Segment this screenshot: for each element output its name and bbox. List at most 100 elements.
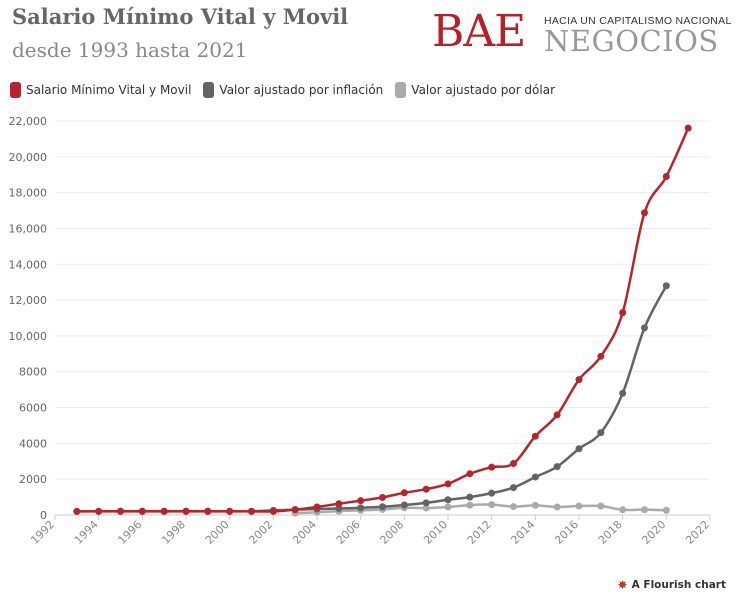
y-tick-label: 20,000 xyxy=(9,151,48,164)
x-tick-label: 2002 xyxy=(246,518,275,547)
data-point-series-1 xyxy=(466,493,474,501)
data-point-series-0 xyxy=(510,460,517,468)
data-point-series-2 xyxy=(575,502,583,510)
data-point-series-1 xyxy=(553,463,561,471)
data-point-series-2 xyxy=(510,503,517,511)
data-point-series-1 xyxy=(488,489,496,497)
logo-main-text: BAE xyxy=(432,6,526,57)
data-point-series-2 xyxy=(444,503,452,511)
data-point-series-0 xyxy=(357,497,365,505)
x-tick-label: 2010 xyxy=(421,518,450,547)
y-tick-label: 22,000 xyxy=(9,115,48,128)
legend-label-salario: Salario Mínimo Vital y Movil xyxy=(26,83,192,97)
x-tick-label: 2012 xyxy=(465,518,494,547)
y-tick-label: 6000 xyxy=(19,402,47,415)
data-point-series-0 xyxy=(226,507,234,515)
y-tick-label: 16,000 xyxy=(9,222,48,235)
bae-negocios-logo: BAE HACIA UN CAPITALISMO NACIONAL NEGOCI… xyxy=(432,8,731,60)
data-point-series-0 xyxy=(95,507,103,515)
data-point-series-2 xyxy=(619,506,627,514)
flourish-credit[interactable]: ✸ A Flourish chart xyxy=(618,578,726,592)
data-point-series-2 xyxy=(553,503,561,511)
data-point-series-1 xyxy=(444,496,452,504)
flourish-icon: ✸ xyxy=(617,578,628,592)
data-point-series-2 xyxy=(422,504,430,512)
data-point-series-1 xyxy=(422,499,430,507)
data-point-series-0 xyxy=(400,489,408,497)
chart-legend: Salario Mínimo Vital y Movil Valor ajust… xyxy=(10,82,555,98)
series-line-0 xyxy=(76,127,690,513)
data-point-series-1 xyxy=(531,473,539,481)
data-point-series-0 xyxy=(291,506,299,514)
x-tick-label: 2020 xyxy=(639,518,668,547)
data-point-series-0 xyxy=(160,507,168,515)
data-point-series-0 xyxy=(313,503,321,511)
data-point-series-0 xyxy=(73,507,81,515)
y-tick-label: 4000 xyxy=(19,437,47,450)
data-point-series-0 xyxy=(619,309,627,317)
y-tick-label: 12,000 xyxy=(9,294,48,307)
data-point-series-0 xyxy=(597,352,605,360)
data-point-series-0 xyxy=(269,507,277,515)
data-point-series-0 xyxy=(684,124,692,132)
series-line-1 xyxy=(76,285,668,513)
data-point-series-0 xyxy=(575,376,583,384)
data-point-series-0 xyxy=(182,507,190,515)
x-tick-label: 1994 xyxy=(72,518,101,547)
data-point-series-0 xyxy=(662,173,670,181)
legend-item-salario[interactable]: Salario Mínimo Vital y Movil xyxy=(10,82,191,98)
data-point-series-2 xyxy=(641,506,648,514)
data-point-series-0 xyxy=(379,493,386,501)
y-tick-label: 8000 xyxy=(19,366,47,379)
x-tick-label: 1992 xyxy=(28,518,57,547)
credit-label: A Flourish chart xyxy=(631,579,726,591)
data-point-series-0 xyxy=(466,470,474,478)
data-point-series-0 xyxy=(335,500,343,508)
legend-swatch-salario xyxy=(10,82,21,98)
legend-label-dolar: Valor ajustado por dólar xyxy=(411,83,556,97)
x-tick-label: 1996 xyxy=(115,518,144,547)
chart-subtitle: desde 1993 hasta 2021 xyxy=(12,38,248,62)
data-point-series-0 xyxy=(138,507,146,515)
data-point-series-0 xyxy=(444,480,452,488)
legend-label-inflacion: Valor ajustado por inflación xyxy=(219,83,384,97)
data-point-series-0 xyxy=(641,209,648,217)
legend-item-inflacion[interactable]: Valor ajustado por inflación xyxy=(203,82,383,98)
data-point-series-1 xyxy=(357,504,365,512)
data-point-series-1 xyxy=(662,282,670,290)
data-point-series-0 xyxy=(488,463,496,471)
x-tick-label: 2022 xyxy=(683,518,712,547)
data-point-series-0 xyxy=(117,507,124,515)
data-point-series-1 xyxy=(575,445,583,453)
data-point-series-0 xyxy=(422,485,430,493)
legend-item-dolar[interactable]: Valor ajustado por dólar xyxy=(395,82,555,98)
x-tick-label: 2016 xyxy=(552,518,581,547)
data-point-series-2 xyxy=(597,502,605,510)
data-point-series-1 xyxy=(597,429,605,437)
x-tick-label: 2004 xyxy=(290,518,319,547)
data-point-series-0 xyxy=(553,411,561,419)
y-tick-label: 10,000 xyxy=(9,330,48,343)
x-tick-label: 1998 xyxy=(159,518,188,547)
data-point-series-1 xyxy=(641,324,648,332)
y-tick-label: 0 xyxy=(40,509,47,522)
data-point-series-2 xyxy=(466,501,474,509)
data-point-series-0 xyxy=(204,507,212,515)
legend-swatch-dolar xyxy=(395,82,407,98)
data-point-series-1 xyxy=(335,505,343,513)
x-tick-label: 2014 xyxy=(508,518,537,547)
logo-tagline: HACIA UN CAPITALISMO NACIONAL xyxy=(544,15,732,27)
x-tick-label: 2018 xyxy=(596,518,625,547)
y-tick-label: 18,000 xyxy=(9,187,48,200)
data-point-series-0 xyxy=(531,432,539,440)
x-tick-label: 2000 xyxy=(203,518,232,547)
data-point-series-0 xyxy=(248,507,255,515)
x-tick-label: 2008 xyxy=(377,518,406,547)
y-tick-label: 2000 xyxy=(19,473,47,486)
data-point-series-1 xyxy=(400,501,408,509)
logo-sub-text: NEGOCIOS xyxy=(544,24,719,58)
chart-title: Salario Mínimo Vital y Movil xyxy=(12,4,349,29)
legend-swatch-inflacion xyxy=(203,82,215,98)
data-point-series-2 xyxy=(488,501,496,509)
